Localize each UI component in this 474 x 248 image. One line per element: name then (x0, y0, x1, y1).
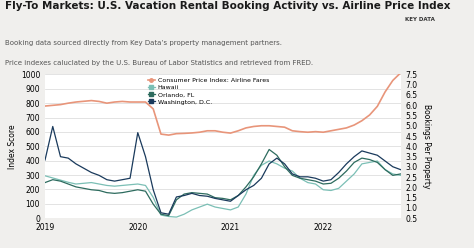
Legend: Consumer Price Index: Airline Fares, Hawaii, Orlando, FL, Washington, D.C.: Consumer Price Index: Airline Fares, Haw… (148, 78, 269, 105)
Text: Fly-To Markets: U.S. Vacation Rental Booking Activity vs. Airline Price Index: Fly-To Markets: U.S. Vacation Rental Boo… (5, 1, 450, 11)
Text: Booking data sourced directly from Key Data’s property management partners.: Booking data sourced directly from Key D… (5, 40, 282, 46)
Y-axis label: Index Score: Index Score (8, 124, 17, 169)
Text: KEY DATA: KEY DATA (405, 17, 435, 22)
Y-axis label: Bookings Per Property: Bookings Per Property (422, 104, 431, 188)
Text: Price indexes caluclated by the U.S. Bureau of Labor Statistics and retrieved fr: Price indexes caluclated by the U.S. Bur… (5, 60, 313, 65)
